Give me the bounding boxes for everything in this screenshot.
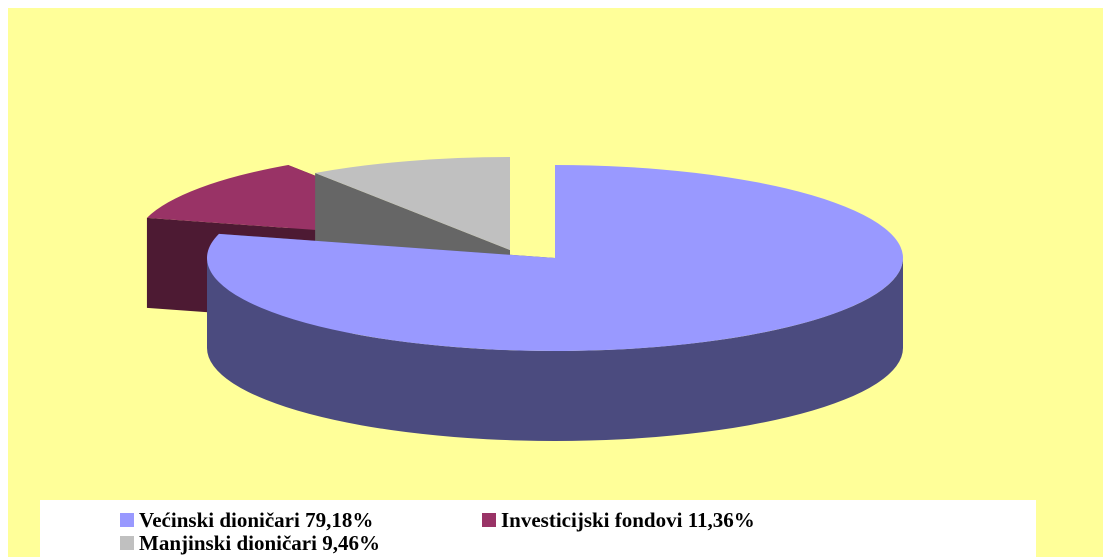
legend-label: Investicijski fondovi 11,36%	[501, 508, 755, 532]
pie	[146, 157, 903, 441]
legend-value: 9,46%	[322, 531, 380, 555]
slice	[206, 165, 903, 441]
legend-name: Investicijski fondovi	[501, 508, 683, 532]
legend-value: 11,36%	[688, 508, 755, 532]
legend-swatch	[120, 536, 134, 550]
legend-label: Manjinski dioničari 9,46%	[139, 531, 380, 555]
slice-top	[315, 157, 510, 250]
slice-side	[207, 258, 903, 441]
legend-name: Većinski dioničari	[139, 508, 300, 532]
legend-value: 79,18%	[305, 508, 373, 532]
legend-box	[40, 500, 1036, 557]
legend-swatch	[482, 513, 496, 527]
legend-name: Manjinski dioničari	[139, 531, 317, 555]
legend-swatch	[120, 513, 134, 527]
legend-label: Većinski dioničari 79,18%	[139, 508, 373, 532]
legend: Većinski dioničari 79,18% Investicijski f…	[120, 508, 755, 555]
slice-top	[206, 165, 903, 352]
